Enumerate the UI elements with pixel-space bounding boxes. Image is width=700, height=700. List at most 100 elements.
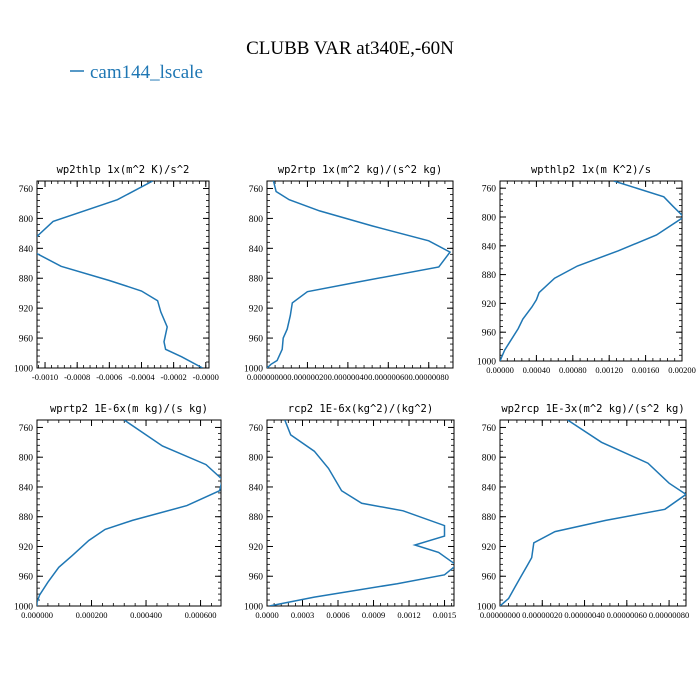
x-tick-label: 0.0012 [397, 610, 420, 620]
y-tick-label: 1000 [244, 365, 263, 375]
series-line [500, 181, 682, 361]
y-tick-label: 960 [19, 573, 34, 583]
x-tick-label: 0.00000080 [409, 372, 449, 382]
panel-frame [266, 419, 455, 607]
panel-1: wp2thlp 1x(m^2 K)/s^2 760 800 840 880 920 960 1… [14, 164, 219, 382]
panel-title: wp2rtp 1x(m^2 kg)/(s^2 kg) [278, 164, 442, 176]
panel-frame [499, 419, 687, 607]
y-tick-label: 1000 [244, 603, 263, 613]
x-tick-label: 0.0015 [433, 610, 456, 620]
y-tick-label: 760 [19, 185, 34, 195]
series-line [267, 181, 452, 368]
panel-title: wprtp2 1E-6x(m kg)/(s kg) [50, 403, 208, 415]
x-tick-label: 0.000000 [21, 610, 53, 620]
y-tick-label: 920 [482, 300, 497, 310]
x-tick-label: 0.00160 [632, 365, 660, 375]
x-tick-label: 0.000400 [130, 610, 162, 620]
panel-5: rcp2 1E-6x(kg^2)/(kg^2) 760 800 840 880 920 96… [244, 403, 456, 620]
y-tick-label: 760 [19, 424, 34, 434]
y-tick-label: 1000 [477, 603, 496, 613]
y-tick-label: 920 [19, 543, 34, 553]
y-tick-label: 840 [19, 483, 34, 493]
legend-label: cam144_lscale [90, 62, 203, 83]
x-tick-label: 0.00000080 [649, 610, 689, 620]
y-tick-label: 800 [19, 454, 34, 464]
y-tick-label: 840 [19, 245, 34, 255]
panel-title: wp2rcp 1E-3x(m^2 kg)/(s^2 kg) [501, 403, 684, 415]
panel-4: wprtp2 1E-6x(m kg)/(s kg) 760 800 840 880 920… [14, 403, 222, 620]
panel-title: wp2thlp 1x(m^2 K)/s^2 [57, 164, 190, 176]
y-tick-label: 960 [19, 335, 34, 345]
panel-frame [36, 419, 222, 607]
panel-frame [499, 180, 683, 362]
series-line [37, 420, 221, 606]
y-tick-label: 920 [249, 543, 264, 553]
y-tick-label: 1000 [14, 365, 33, 375]
y-tick-label: 800 [249, 454, 264, 464]
x-tick-label: -0.0008 [64, 372, 90, 382]
y-tick-label: 840 [249, 245, 264, 255]
x-tick-label: 0.000200 [76, 610, 108, 620]
y-tick-label: 920 [482, 543, 497, 553]
y-tick-label: 760 [249, 424, 264, 434]
x-tick-label: 0.00000040 [328, 372, 368, 382]
x-tick-label: 0.00000000 [480, 610, 520, 620]
y-tick-label: 960 [249, 573, 264, 583]
x-tick-label: -0.0002 [161, 372, 187, 382]
panel-frame [266, 180, 454, 369]
y-tick-label: 880 [19, 275, 34, 285]
x-tick-label: 0.00000060 [607, 610, 647, 620]
y-tick-label: 800 [19, 215, 34, 225]
y-tick-label: 800 [482, 454, 497, 464]
y-tick-label: 800 [482, 214, 497, 224]
x-tick-label: -0.0000 [193, 372, 219, 382]
y-tick-label: 920 [249, 305, 264, 315]
panel-frame [36, 180, 210, 369]
y-tick-label: 1000 [14, 603, 33, 613]
x-tick-label: 0.0000 [255, 610, 278, 620]
y-tick-label: 760 [249, 185, 264, 195]
y-tick-label: 800 [249, 215, 264, 225]
x-tick-label: 0.00000040 [564, 610, 604, 620]
y-tick-label: 840 [482, 242, 497, 252]
y-tick-label: 1000 [477, 358, 496, 368]
x-tick-label: 0.00040 [523, 365, 551, 375]
panel-title: rcp2 1E-6x(kg^2)/(kg^2) [288, 403, 433, 415]
series-line [37, 181, 203, 368]
panel-title: wpthlp2 1x(m K^2)/s [531, 164, 651, 176]
y-tick-label: 960 [482, 329, 497, 339]
y-tick-label: 960 [482, 573, 497, 583]
panel-grid: wp2thlp 1x(m^2 K)/s^2 760 800 840 880 920 960 1… [14, 164, 696, 620]
x-tick-label: 0.00080 [559, 365, 587, 375]
y-tick-label: 880 [482, 513, 497, 523]
x-tick-label: 0.00000020 [522, 610, 562, 620]
x-tick-label: 0.0006 [326, 610, 349, 620]
x-tick-label: 0.000600 [185, 610, 217, 620]
x-tick-label: 0.00000000 [247, 372, 287, 382]
figure-title: CLUBB VAR at340E,-60N [246, 38, 454, 59]
panel-3: wpthlp2 1x(m K^2)/s 760 800 840 880 920 960 100… [477, 164, 696, 375]
x-tick-label: -0.0004 [128, 372, 155, 382]
panel-6: wp2rcp 1E-3x(m^2 kg)/(s^2 kg) 760 800 840 88… [477, 403, 689, 620]
x-tick-label: 0.00000 [486, 365, 514, 375]
x-tick-label: 0.0009 [362, 610, 385, 620]
x-tick-label: 0.00200 [668, 365, 696, 375]
y-tick-label: 840 [249, 483, 264, 493]
x-tick-label: 0.00000020 [287, 372, 327, 382]
y-tick-label: 840 [482, 483, 497, 493]
x-tick-label: 0.00120 [595, 365, 623, 375]
series-line [269, 420, 454, 606]
x-tick-label: 0.00000060 [368, 372, 408, 382]
y-tick-label: 880 [249, 275, 264, 285]
x-tick-label: -0.0006 [96, 372, 122, 382]
y-tick-label: 880 [482, 271, 497, 281]
series-line [500, 420, 686, 606]
x-tick-label: -0.0010 [32, 372, 58, 382]
x-tick-label: 0.0003 [291, 610, 314, 620]
panel-2: wp2rtp 1x(m^2 kg)/(s^2 kg) 760 800 840 880 92… [244, 164, 454, 382]
legend: cam144_lscale [70, 62, 203, 83]
y-tick-label: 960 [249, 335, 264, 345]
y-tick-label: 760 [482, 424, 497, 434]
y-tick-label: 880 [249, 513, 264, 523]
